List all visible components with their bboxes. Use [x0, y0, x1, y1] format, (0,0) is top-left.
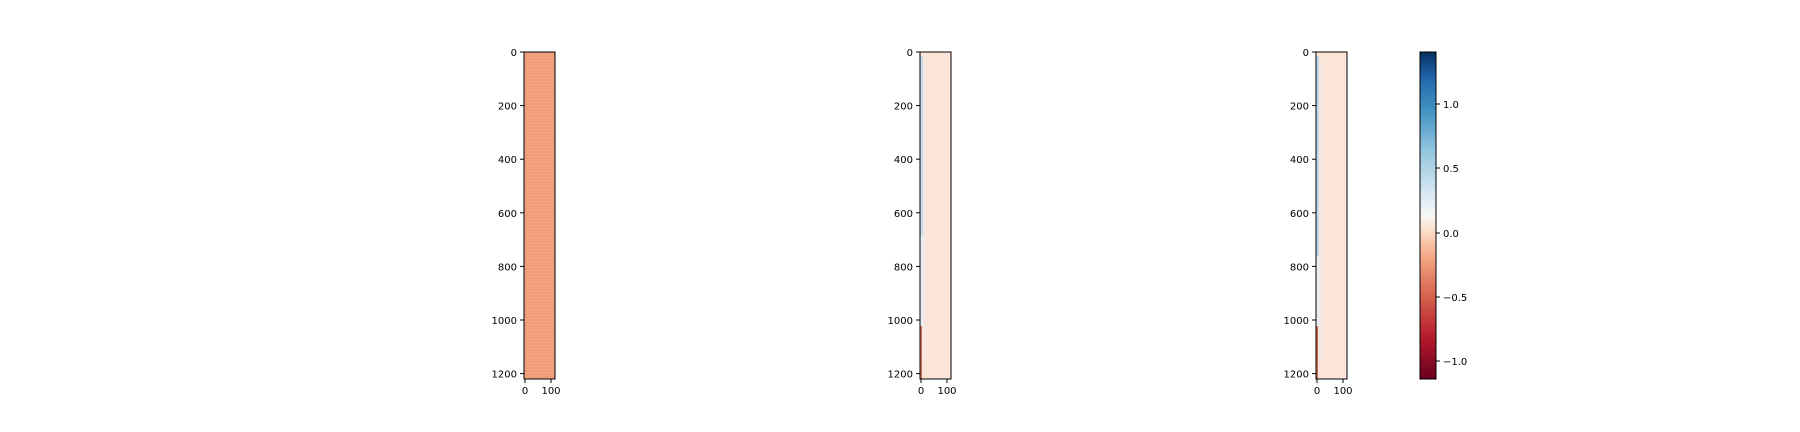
- colorbar-tick-label: −1.0: [1443, 357, 1467, 368]
- y-tick-label: 400: [498, 155, 517, 166]
- y-tick-label: 400: [894, 155, 913, 166]
- left-x-axis: 0 100: [522, 379, 561, 397]
- y-tick-label: 200: [1290, 102, 1309, 113]
- x-tick-label: 100: [937, 386, 956, 397]
- y-tick-label: 1000: [492, 316, 517, 327]
- colorbar: 1.0 0.5 0.0 −0.5 −1.0: [1419, 51, 1467, 380]
- heatmap-left-frame: [523, 51, 556, 380]
- heatmap-right-second-column: [1319, 60, 1322, 360]
- y-tick-label: 1200: [492, 370, 517, 381]
- y-tick-label: 800: [894, 262, 913, 273]
- colorbar-tick-label: 0.0: [1443, 229, 1459, 240]
- heatmap-panel-middle: 0 200 400 600 800 1000 1200 0 100: [888, 48, 957, 397]
- colorbar-frame: [1419, 51, 1437, 380]
- y-tick-label: 1200: [888, 370, 913, 381]
- y-tick-label: 1200: [1284, 370, 1309, 381]
- y-tick-label: 1000: [1284, 316, 1309, 327]
- y-tick-label: 800: [498, 262, 517, 273]
- heatmap-right-left-edge-lower: [1316, 326, 1318, 379]
- heatmap-middle-left-edge-lower: [920, 326, 922, 379]
- y-tick-label: 200: [894, 102, 913, 113]
- heatmap-right-left-edge-upper: [1316, 56, 1319, 256]
- right-y-axis: 0 200 400 600 800 1000 1200: [1284, 48, 1316, 381]
- y-tick-label: 0: [1303, 48, 1309, 59]
- y-tick-label: 600: [1290, 209, 1309, 220]
- y-tick-label: 600: [498, 209, 517, 220]
- y-tick-label: 400: [1290, 155, 1309, 166]
- x-tick-label: 0: [1314, 386, 1320, 397]
- heatmap-middle-frame: [919, 51, 952, 380]
- heatmap-left-banding: [524, 52, 555, 379]
- y-tick-label: 0: [511, 48, 517, 59]
- heatmap-middle-left-edge-mid: [920, 236, 923, 326]
- y-tick-label: 0: [907, 48, 913, 59]
- y-tick-label: 200: [498, 102, 517, 113]
- x-tick-label: 0: [918, 386, 924, 397]
- right-x-axis: 0 100: [1314, 379, 1353, 397]
- x-tick-label: 100: [1333, 386, 1352, 397]
- colorbar-tick-label: 0.5: [1443, 164, 1459, 175]
- x-tick-label: 100: [541, 386, 560, 397]
- colorbar-tick-label: 1.0: [1443, 100, 1459, 111]
- heatmap-right-frame: [1315, 51, 1348, 380]
- colorbar-gradient: [1420, 52, 1436, 379]
- y-tick-label: 600: [894, 209, 913, 220]
- middle-y-axis: 0 200 400 600 800 1000 1200: [888, 48, 920, 381]
- left-y-axis: 0 200 400 600 800 1000 1200: [492, 48, 524, 381]
- y-tick-label: 800: [1290, 262, 1309, 273]
- y-tick-label: 1000: [888, 316, 913, 327]
- heatmap-panel-left: 0 200 400 600 800 1000 1200 0 100: [492, 48, 561, 397]
- heatmap-right-left-edge-mid: [1316, 256, 1319, 326]
- middle-x-axis: 0 100: [918, 379, 957, 397]
- x-tick-label: 0: [522, 386, 528, 397]
- heatmap-middle-second-column: [923, 60, 926, 360]
- colorbar-tick-label: −0.5: [1443, 293, 1467, 304]
- heatmap-panel-right: 0 200 400 600 800 1000 1200 0 100: [1284, 48, 1353, 397]
- heatmap-middle-left-edge-upper: [920, 56, 923, 236]
